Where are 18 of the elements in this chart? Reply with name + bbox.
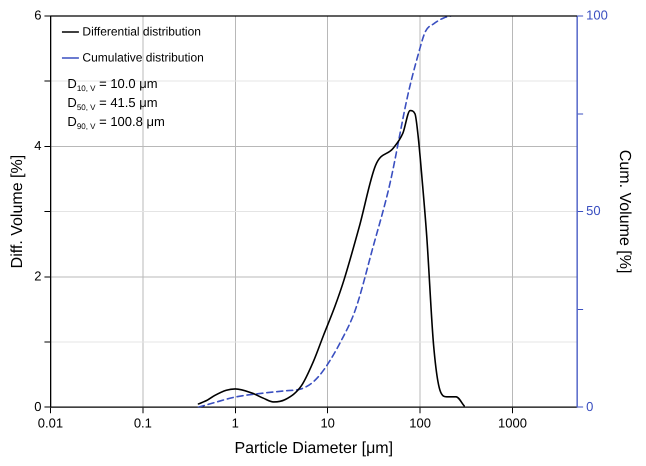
x-tick-label: 100 [409, 416, 431, 431]
x-tick-label: 0.1 [134, 416, 152, 431]
legend-label: Cumulative distribution [82, 50, 204, 64]
y2-tick-label: 50 [586, 203, 601, 218]
legend-label: Differential distribution [82, 24, 201, 38]
x-axis-title: Particle Diameter [μm] [234, 440, 394, 457]
y-tick-label: 0 [34, 398, 42, 414]
x-tick-label: 1 [232, 416, 239, 431]
y2-tick-label: 0 [586, 398, 594, 414]
y-axis-title: Diff. Volume [%] [9, 154, 26, 268]
x-tick-label: 1000 [498, 416, 527, 431]
y2-tick-label: 100 [586, 8, 608, 23]
y-tick-label: 4 [34, 138, 42, 153]
y-tick-label: 6 [34, 8, 42, 23]
y2-axis-title: Cum. Volume [%] [616, 150, 633, 274]
y-tick-label: 2 [34, 268, 42, 284]
x-tick-label: 0.01 [38, 416, 64, 431]
x-tick-label: 10 [320, 416, 335, 431]
